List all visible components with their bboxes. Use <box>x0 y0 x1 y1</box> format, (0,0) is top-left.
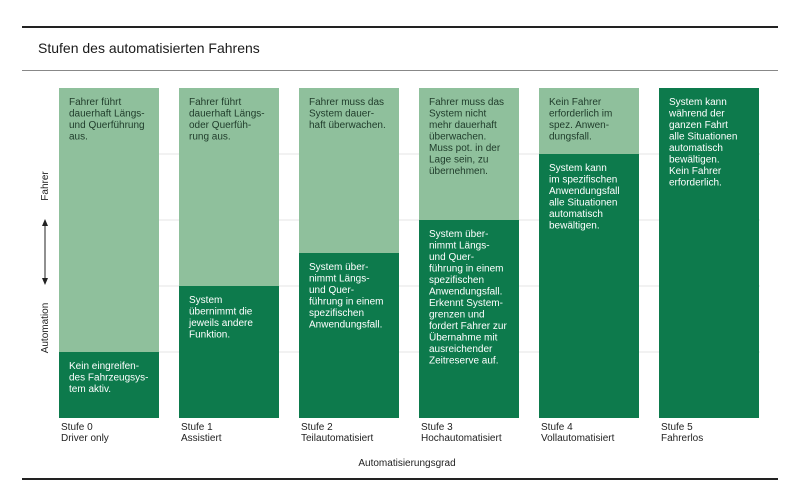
x-tick-label: Stufe 5 <box>661 422 693 433</box>
automation-text-line: Anwendungsfall <box>549 186 620 197</box>
automation-text-line: jeweils andere <box>188 318 253 329</box>
automation-text-line: alle Situationen <box>669 132 737 143</box>
automation-text-line: und Quer- <box>309 285 354 296</box>
bar-driver-segment <box>179 88 279 286</box>
automation-text-line: im spezifischen <box>549 175 617 186</box>
bar-automation-segment <box>539 154 639 418</box>
x-axis-label: Automatisierungsgrad <box>358 458 455 469</box>
y-axis-label-bottom: Automation <box>40 303 51 354</box>
automation-text-line: automatisch <box>669 143 723 154</box>
driver-text-line: Fahrer führt <box>189 97 241 108</box>
automation-text-line: bewältigen. <box>549 221 600 232</box>
automation-text-line: tem aktiv. <box>69 384 111 395</box>
bar-driver-segment <box>299 88 399 253</box>
driver-text-line: oder Querfüh- <box>189 120 251 131</box>
bar-automation-segment <box>299 253 399 418</box>
bar-automation-segment <box>59 352 159 418</box>
bars-layer <box>59 88 759 418</box>
driver-text-line: System nicht <box>429 109 486 120</box>
automation-text-line: nimmt Längs- <box>429 241 490 252</box>
driver-text-line: mehr dauerhaft <box>429 120 497 131</box>
bar-driver-segment <box>419 88 519 220</box>
driver-text-line: Kein Fahrer <box>549 97 602 108</box>
automation-text-line: während der <box>668 109 725 120</box>
x-tick-label: Hochautomatisiert <box>421 433 502 444</box>
bottom-rule <box>22 478 778 480</box>
top-rule <box>22 26 778 28</box>
driver-text-line: und Querführung <box>69 120 145 131</box>
driver-text-line: spez. Anwen- <box>549 120 609 131</box>
driver-text-line: Fahrer muss das <box>429 97 504 108</box>
automation-text-line: grenzen und <box>429 310 485 321</box>
automation-text-line: ganzen Fahrt <box>669 120 728 131</box>
automation-text-line: übernimmt die <box>189 307 253 318</box>
automation-text-line: System kann <box>549 163 607 174</box>
driver-text-line: erforderlich im <box>549 109 612 120</box>
bar-automation-segment <box>659 88 759 418</box>
driver-text-line: überwachen. <box>429 132 486 143</box>
automation-text-line: System kann <box>669 97 727 108</box>
automation-text-line: führung in einem <box>309 297 384 308</box>
driver-text-line: System dauer- <box>309 109 374 120</box>
automation-text-line: spezifischen <box>429 275 484 286</box>
x-tick-label: Teilautomatisiert <box>301 433 373 444</box>
bar-automation-segment <box>419 220 519 418</box>
y-axis-label-top: Fahrer <box>40 171 51 201</box>
title-divider <box>22 70 778 71</box>
automation-text-line: fordert Fahrer zur <box>429 321 507 332</box>
chart-title: Stufen des automatisierten Fahrens <box>38 40 260 56</box>
driver-text-line: dauerhaft Längs- <box>189 109 265 120</box>
x-tick-label: Stufe 1 <box>181 422 213 433</box>
bar-driver-segment <box>59 88 159 352</box>
automation-text-line: ausreichender <box>429 344 493 355</box>
driver-text-line: dauerhaft Längs- <box>69 109 145 120</box>
automation-text-line: Kein Fahrer <box>669 166 722 177</box>
driver-text-line: aus. <box>69 132 88 143</box>
automation-text-line: bewältigen. <box>669 155 720 166</box>
automation-text-line: Kein eingreifen- <box>69 361 139 372</box>
automation-text-line: System über- <box>309 262 368 273</box>
x-tick-label: Vollautomatisiert <box>541 433 615 444</box>
automation-text-line: Übernahme mit <box>429 332 498 344</box>
automation-text-line: des Fahrzeugsys- <box>69 373 148 384</box>
automation-text-line: führung in einem <box>429 264 504 275</box>
driver-text-line: rung aus. <box>189 132 231 143</box>
y-axis-double-arrow <box>42 219 48 285</box>
automation-text-line: Funktion. <box>189 330 230 341</box>
bar-driver-segment <box>539 88 639 154</box>
automation-text-line: System <box>189 295 222 306</box>
bar-automation-segment <box>179 286 279 418</box>
automation-text-line: und Quer- <box>429 252 474 263</box>
automation-text-line: erforderlich. <box>669 178 722 189</box>
driver-text-line: Fahrer führt <box>69 97 121 108</box>
x-tick-label: Stufe 3 <box>421 422 453 433</box>
driver-text-line: Lage sein, zu <box>429 155 489 166</box>
x-tick-label: Fahrerlos <box>661 433 703 444</box>
automation-text-line: Anwendungsfall. <box>429 287 502 298</box>
x-tick-label: Stufe 2 <box>301 422 333 433</box>
automation-text-line: System über- <box>429 229 488 240</box>
automation-text-line: spezifischen <box>309 308 364 319</box>
automation-text-line: alle Situationen <box>549 198 617 209</box>
automation-text-line: Erkennt System- <box>429 298 503 309</box>
x-tick-label: Assistiert <box>181 433 222 444</box>
automation-text-line: nimmt Längs- <box>309 274 370 285</box>
automation-text-line: automatisch <box>549 209 603 220</box>
driver-text-line: Fahrer muss das <box>309 97 384 108</box>
x-tick-label: Driver only <box>61 433 109 444</box>
driver-text-line: dungsfall. <box>549 132 592 143</box>
automation-text-line: Anwendungsfall. <box>309 320 382 331</box>
x-tick-label: Stufe 4 <box>541 422 573 433</box>
driver-text-line: übernehmen. <box>429 166 488 177</box>
automation-text-line: Zeitreserve auf. <box>429 356 498 367</box>
driver-text-line: Muss pot. in der <box>429 143 501 154</box>
driver-text-line: haft überwachen. <box>309 120 386 131</box>
x-tick-label: Stufe 0 <box>61 422 93 433</box>
grid-layer <box>59 153 760 353</box>
